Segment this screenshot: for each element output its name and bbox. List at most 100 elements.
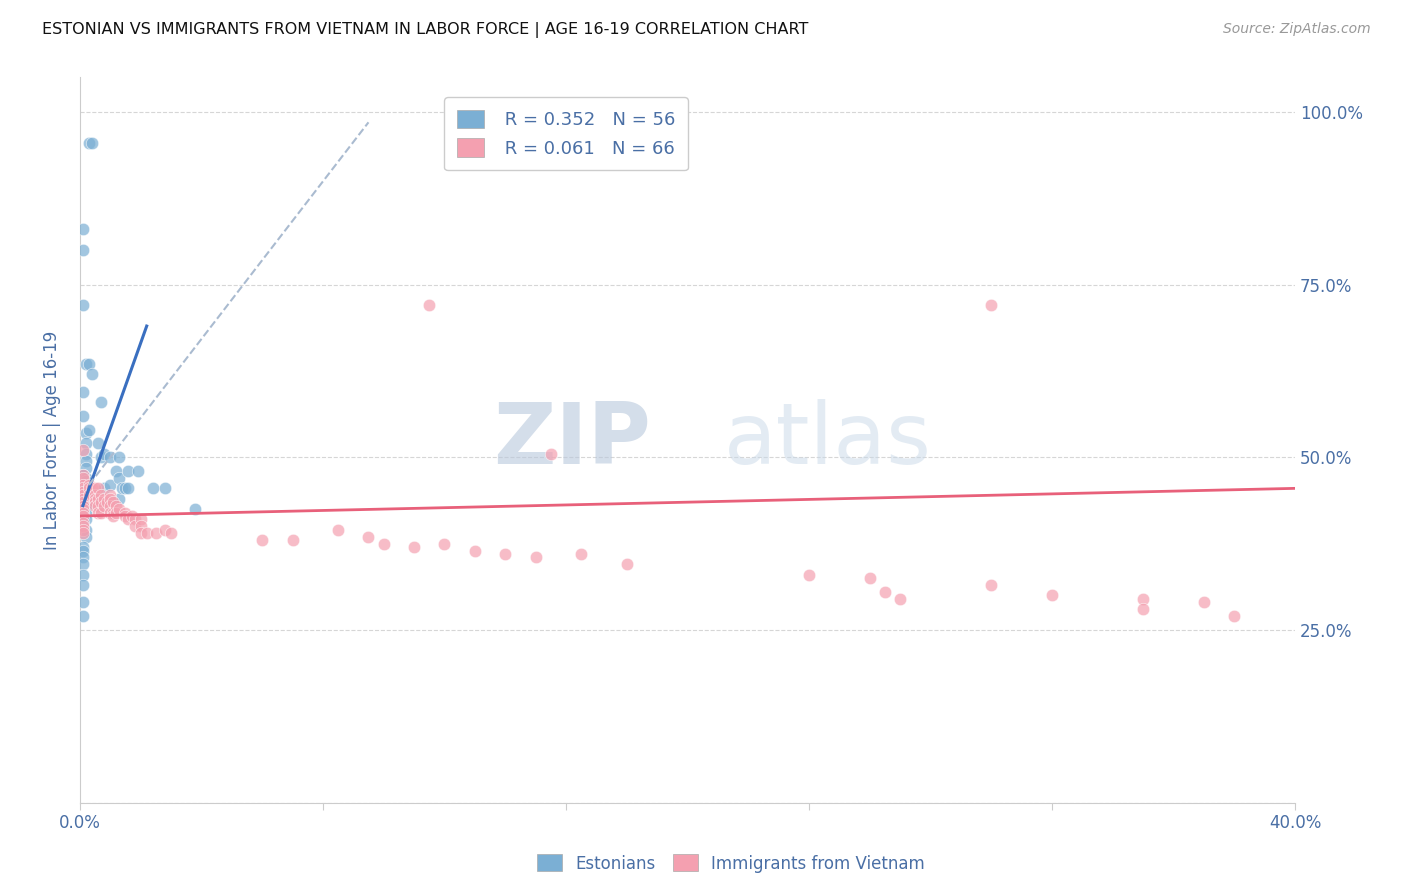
Point — [98, 491, 121, 506]
Point — [75, 447, 97, 461]
Point — [72, 508, 94, 523]
Point — [108, 471, 131, 485]
Point — [87, 436, 110, 450]
Text: atlas: atlas — [724, 399, 932, 482]
Point — [105, 499, 128, 513]
Point — [524, 550, 547, 565]
Point — [84, 481, 107, 495]
Point — [77, 488, 100, 502]
Point — [859, 571, 882, 585]
Point — [72, 443, 94, 458]
Point — [114, 481, 136, 495]
Point — [135, 526, 157, 541]
Point — [75, 436, 97, 450]
Point — [72, 484, 94, 499]
Point — [98, 488, 121, 502]
Point — [72, 506, 94, 520]
Point — [75, 506, 97, 520]
Point — [87, 481, 110, 495]
Point — [72, 578, 94, 592]
Point — [72, 543, 94, 558]
Point — [80, 368, 103, 382]
Point — [114, 506, 136, 520]
Point — [72, 491, 94, 506]
Point — [72, 540, 94, 554]
Point — [980, 578, 1002, 592]
Point — [72, 550, 94, 565]
Point — [129, 519, 152, 533]
Point — [75, 530, 97, 544]
Point — [281, 533, 304, 548]
Point — [1132, 591, 1154, 606]
Point — [105, 464, 128, 478]
Point — [77, 357, 100, 371]
Point — [80, 136, 103, 150]
Point — [72, 609, 94, 624]
Point — [357, 530, 380, 544]
Point — [77, 136, 100, 150]
Point — [80, 481, 103, 495]
Text: Source: ZipAtlas.com: Source: ZipAtlas.com — [1223, 22, 1371, 37]
Point — [616, 558, 638, 572]
Point — [72, 558, 94, 572]
Point — [93, 481, 115, 495]
Point — [90, 450, 112, 465]
Point — [77, 481, 100, 495]
Point — [98, 499, 121, 513]
Point — [90, 506, 112, 520]
Point — [87, 491, 110, 506]
Point — [1223, 609, 1246, 624]
Point — [75, 495, 97, 509]
Point — [75, 491, 97, 506]
Point — [72, 499, 94, 513]
Point — [93, 499, 115, 513]
Point — [98, 506, 121, 520]
Point — [72, 523, 94, 537]
Point — [129, 526, 152, 541]
Point — [108, 502, 131, 516]
Point — [433, 536, 456, 550]
Point — [93, 491, 115, 506]
Point — [153, 481, 176, 495]
Point — [77, 423, 100, 437]
Point — [464, 543, 486, 558]
Point — [75, 357, 97, 371]
Point — [75, 512, 97, 526]
Point — [373, 536, 395, 550]
Point — [114, 508, 136, 523]
Legend: Estonians, Immigrants from Vietnam: Estonians, Immigrants from Vietnam — [531, 847, 931, 880]
Point — [75, 488, 97, 502]
Legend:  R = 0.352   N = 56,  R = 0.061   N = 66: R = 0.352 N = 56, R = 0.061 N = 66 — [444, 97, 688, 170]
Point — [75, 426, 97, 441]
Point — [117, 512, 139, 526]
Point — [418, 298, 440, 312]
Point — [72, 222, 94, 236]
Point — [72, 488, 94, 502]
Point — [184, 502, 207, 516]
Point — [145, 526, 167, 541]
Point — [75, 523, 97, 537]
Point — [1132, 602, 1154, 616]
Point — [84, 488, 107, 502]
Point — [105, 506, 128, 520]
Point — [1192, 595, 1215, 609]
Point — [402, 540, 425, 554]
Point — [72, 502, 94, 516]
Point — [889, 591, 911, 606]
Point — [84, 491, 107, 506]
Point — [121, 508, 143, 523]
Point — [980, 298, 1002, 312]
Point — [72, 478, 94, 492]
Point — [797, 567, 820, 582]
Point — [72, 243, 94, 257]
Point — [494, 547, 516, 561]
Point — [124, 519, 146, 533]
Point — [93, 447, 115, 461]
Point — [103, 506, 125, 520]
Point — [117, 464, 139, 478]
Point — [1040, 588, 1063, 602]
Point — [98, 478, 121, 492]
Point — [103, 508, 125, 523]
Point — [98, 450, 121, 465]
Point — [72, 467, 94, 482]
